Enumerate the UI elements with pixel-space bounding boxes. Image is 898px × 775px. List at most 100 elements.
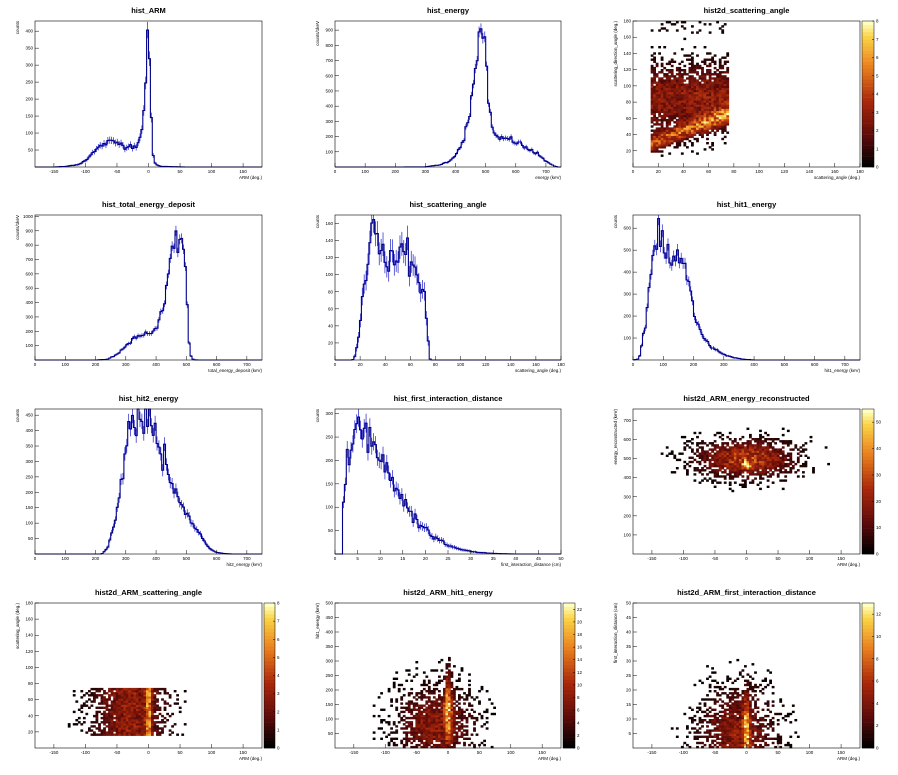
heatmap-cell xyxy=(432,725,436,728)
heatmap-cell xyxy=(660,104,664,107)
heatmap-cell xyxy=(143,719,147,722)
heatmap-cell xyxy=(90,700,94,703)
heatmap-cell xyxy=(754,714,757,718)
heatmap-cell xyxy=(693,81,697,84)
heatmap-cell xyxy=(448,665,451,668)
heatmap-cell xyxy=(726,69,730,72)
heatmap-cell xyxy=(95,706,99,709)
heatmap-cell xyxy=(448,735,451,738)
heatmap-cell xyxy=(125,729,129,732)
heatmap-cell xyxy=(688,89,692,93)
heatmap-cell xyxy=(711,444,714,447)
colorbar-step xyxy=(862,156,874,160)
heatmap-cell xyxy=(761,467,765,470)
heatmap-cell xyxy=(455,735,459,738)
heatmap-cell xyxy=(744,725,747,728)
heatmap-cell xyxy=(796,458,800,462)
heatmap-cell xyxy=(453,702,456,705)
heatmap-cell xyxy=(713,739,717,743)
y-tick-label: 10 xyxy=(626,717,632,722)
heatmap-cell xyxy=(761,739,765,743)
heatmap-cell xyxy=(678,133,682,136)
heatmap-cell xyxy=(82,721,86,724)
heatmap-cell xyxy=(103,712,106,716)
heatmap-cell xyxy=(658,133,661,136)
heatmap-cell xyxy=(771,467,775,470)
heatmap-cell xyxy=(430,702,434,705)
heatmap-cell xyxy=(420,692,424,695)
heatmap-cell xyxy=(703,62,707,66)
heatmap-cell xyxy=(726,677,730,680)
heatmap-cell xyxy=(440,727,444,730)
heatmap-cell xyxy=(744,708,747,711)
heatmap-cell xyxy=(98,706,101,709)
heatmap-cell xyxy=(135,692,139,695)
heatmap-cell xyxy=(718,123,722,126)
heatmap-cell xyxy=(713,700,717,703)
heatmap-cell xyxy=(706,714,709,718)
heatmap-cell xyxy=(781,487,785,491)
heatmap-cell xyxy=(706,127,709,130)
heatmap-cell xyxy=(703,60,707,63)
heatmap-cell xyxy=(718,458,722,462)
heatmap-cell xyxy=(686,121,689,124)
heatmap-cell xyxy=(427,685,431,689)
heatmap-cell xyxy=(445,694,449,697)
heatmap-cell xyxy=(115,723,119,726)
heatmap-cell xyxy=(721,87,725,91)
heatmap-cell xyxy=(721,731,725,734)
heatmap-cell xyxy=(120,698,124,701)
heatmap-cell xyxy=(417,710,421,714)
heatmap-cell xyxy=(432,714,436,718)
heatmap-cell xyxy=(110,729,114,732)
heatmap-cell xyxy=(678,452,682,455)
heatmap-cell xyxy=(130,694,134,697)
heatmap-cell xyxy=(688,71,692,74)
heatmap-cell xyxy=(733,723,737,726)
heatmap-cell xyxy=(120,719,124,722)
heatmap-cell xyxy=(673,83,677,86)
heatmap-cell xyxy=(100,698,104,701)
heatmap-cell xyxy=(443,710,446,714)
heatmap-cell xyxy=(450,704,454,707)
heatmap-cell xyxy=(706,473,709,476)
heatmap-cell xyxy=(723,714,727,718)
y-tick-label: 250 xyxy=(325,435,333,440)
x-tick-label: -100 xyxy=(679,556,689,561)
heatmap-cell xyxy=(118,710,121,714)
heatmap-cell xyxy=(448,741,451,745)
heatmap-cell xyxy=(728,464,732,468)
heatmap-cell xyxy=(653,91,656,95)
heatmap-cell xyxy=(161,714,164,718)
heatmap-cell xyxy=(443,735,446,738)
heatmap-cell xyxy=(422,719,426,722)
heatmap-cell xyxy=(749,464,752,468)
heatmap-cell xyxy=(143,727,147,730)
heatmap-cell xyxy=(776,462,780,466)
heatmap-cell xyxy=(663,110,667,114)
heatmap-cell xyxy=(718,723,722,726)
heatmap-cell xyxy=(749,721,752,724)
heatmap-cell xyxy=(749,710,752,714)
heatmap-cell xyxy=(708,685,712,689)
heatmap-cell xyxy=(713,77,717,80)
heatmap-cell xyxy=(113,687,116,691)
heatmap-cell xyxy=(146,733,149,736)
colorbar-tick-label: 50 xyxy=(876,420,882,425)
heatmap-cell xyxy=(736,475,740,478)
heatmap-cell xyxy=(741,471,745,474)
heatmap-cell xyxy=(751,719,755,722)
heatmap-cell xyxy=(660,125,664,128)
heatmap-cell xyxy=(660,129,664,132)
y-tick-label: 120 xyxy=(25,649,33,654)
colorbar-step xyxy=(862,700,874,705)
heatmap-cell xyxy=(786,714,790,718)
heatmap-cell xyxy=(759,719,762,722)
heatmap-cell xyxy=(110,708,114,711)
heatmap-cell xyxy=(670,133,674,136)
heatmap-cell xyxy=(110,727,114,730)
heatmap-cell xyxy=(675,100,679,103)
x-axis-label: first_interaction_distance (cm) xyxy=(501,562,562,567)
heatmap-cell xyxy=(680,745,684,749)
heatmap-cell xyxy=(693,69,697,72)
